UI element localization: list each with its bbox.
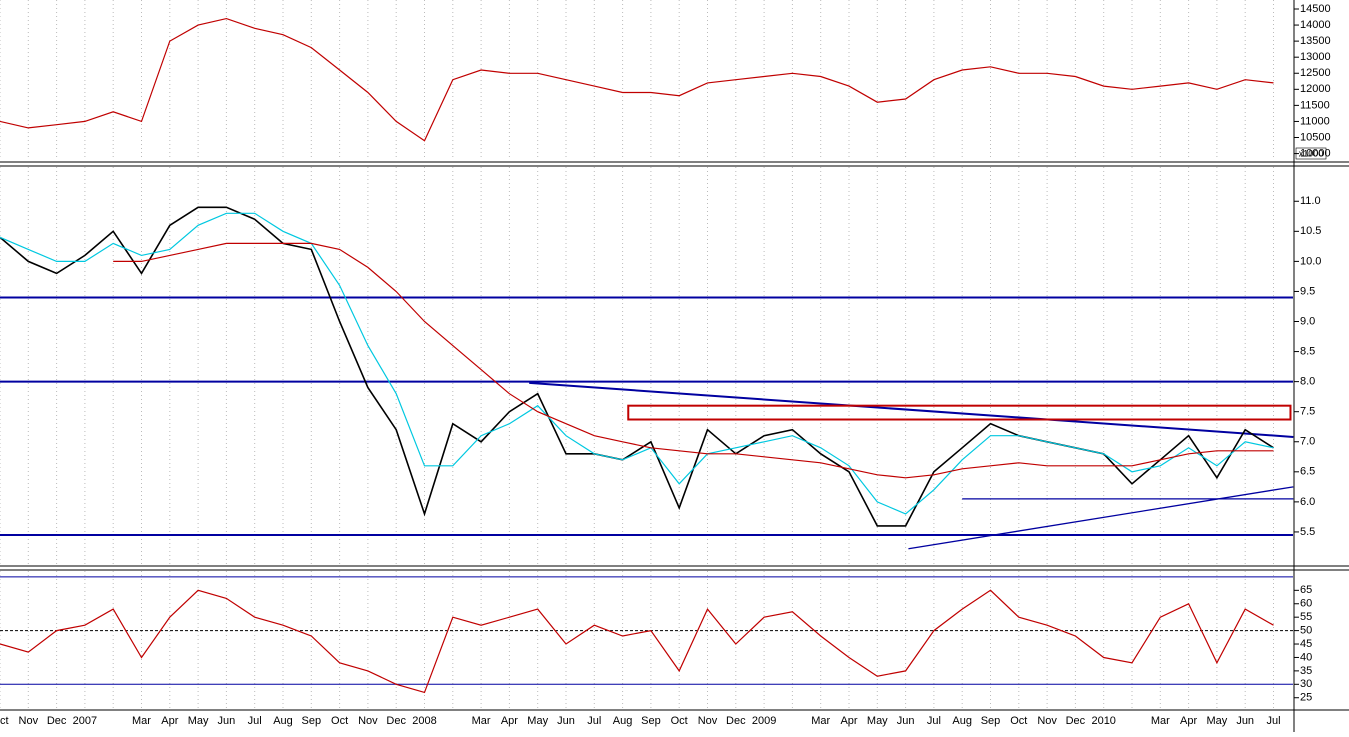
- x-tick-label: Jun: [218, 715, 236, 727]
- x-tick-label: Sep: [302, 715, 322, 727]
- x-tick-label: Sep: [641, 715, 661, 727]
- x-tick-label: Jun: [557, 715, 575, 727]
- y-tick-label: 12500: [1300, 67, 1331, 79]
- y-tick-label: 45: [1300, 638, 1312, 650]
- x-tick-label: Dec: [386, 715, 406, 727]
- y-tick-label: 8.5: [1300, 345, 1315, 357]
- y-tick-label: 12000: [1300, 83, 1331, 95]
- series-line: [0, 17, 1274, 142]
- x-tick-label: May: [867, 715, 888, 727]
- x-tick-label: Nov: [698, 715, 718, 727]
- y-tick-label: 5.5: [1300, 526, 1315, 538]
- x-tick-label: Apr: [501, 715, 518, 727]
- x-tick-label: Aug: [952, 715, 972, 727]
- scale-note: x1000: [1299, 148, 1324, 158]
- trend-line: [529, 381, 1294, 438]
- y-tick-label: 6.5: [1300, 466, 1315, 478]
- x-tick-label: Apr: [161, 715, 178, 727]
- y-tick-label: 10.0: [1300, 255, 1321, 267]
- x-tick-label: Sep: [981, 715, 1001, 727]
- y-tick-label: 25: [1300, 692, 1312, 704]
- trend-line: [908, 486, 1294, 550]
- x-tick-label: Jul: [1266, 715, 1280, 727]
- x-tick-label: Dec: [47, 715, 67, 727]
- x-tick-label: Dec: [726, 715, 746, 727]
- y-tick-label: 14500: [1300, 3, 1331, 15]
- y-tick-label: 11.0: [1300, 195, 1321, 207]
- y-tick-label: 7.0: [1300, 436, 1315, 448]
- y-tick-label: 40: [1300, 651, 1312, 663]
- x-tick-label: Mar: [811, 715, 830, 727]
- y-tick-label: 10000: [1300, 147, 1331, 159]
- y-tick-label: 9.0: [1300, 315, 1315, 327]
- x-tick-label: Nov: [358, 715, 378, 727]
- x-tick-label: Mar: [1151, 715, 1170, 727]
- x-tick-label: Aug: [273, 715, 293, 727]
- y-tick-label: 7.5: [1300, 406, 1315, 418]
- x-tick-label: Jun: [897, 715, 915, 727]
- series-line: [0, 589, 1274, 694]
- x-tick-label: Nov: [1037, 715, 1057, 727]
- x-tick-label: Jul: [248, 715, 262, 727]
- series-line: [0, 212, 1274, 515]
- y-tick-label: 10500: [1300, 131, 1331, 143]
- y-tick-label: 8.0: [1300, 376, 1315, 388]
- x-tick-label: Jul: [587, 715, 601, 727]
- x-tick-label: Jul: [927, 715, 941, 727]
- y-tick-label: 14000: [1300, 19, 1331, 31]
- x-tick-label: Oct: [671, 715, 688, 727]
- x-tick-label: Aug: [613, 715, 633, 727]
- x-tick-label: Apr: [1180, 715, 1197, 727]
- y-tick-label: 50: [1300, 625, 1312, 637]
- x-tick-label: Mar: [132, 715, 151, 727]
- x-tick-label: 2008: [412, 715, 436, 727]
- y-tick-label: 13500: [1300, 35, 1331, 47]
- y-tick-label: 11500: [1300, 99, 1330, 111]
- x-tick-label: Jun: [1236, 715, 1254, 727]
- y-tick-label: 55: [1300, 611, 1312, 623]
- y-tick-label: 65: [1300, 584, 1312, 596]
- y-tick-label: 30: [1300, 678, 1312, 690]
- y-tick-label: 10.5: [1300, 225, 1321, 237]
- x-tick-label: May: [527, 715, 548, 727]
- resistance-box: [627, 404, 1292, 421]
- x-tick-label: Oct: [1010, 715, 1027, 727]
- x-tick-label: 2007: [73, 715, 97, 727]
- x-tick-label: 2010: [1091, 715, 1115, 727]
- x-tick-label: Dec: [1066, 715, 1086, 727]
- y-tick-label: 60: [1300, 598, 1312, 610]
- y-tick-label: 11000: [1300, 115, 1330, 127]
- y-tick-label: 13000: [1300, 51, 1331, 63]
- x-tick-label: Oct: [331, 715, 348, 727]
- x-tick-label: May: [1207, 715, 1228, 727]
- x-tick-label: 2009: [752, 715, 776, 727]
- x-tick-label: Nov: [19, 715, 39, 727]
- x-tick-label: Oct: [0, 715, 9, 727]
- y-tick-label: 35: [1300, 665, 1312, 677]
- x-tick-label: May: [188, 715, 209, 727]
- y-tick-label: 9.5: [1300, 285, 1315, 297]
- x-tick-label: Apr: [840, 715, 857, 727]
- y-tick-label: 6.0: [1300, 496, 1315, 508]
- series-line: [113, 242, 1274, 479]
- x-tick-label: Mar: [472, 715, 491, 727]
